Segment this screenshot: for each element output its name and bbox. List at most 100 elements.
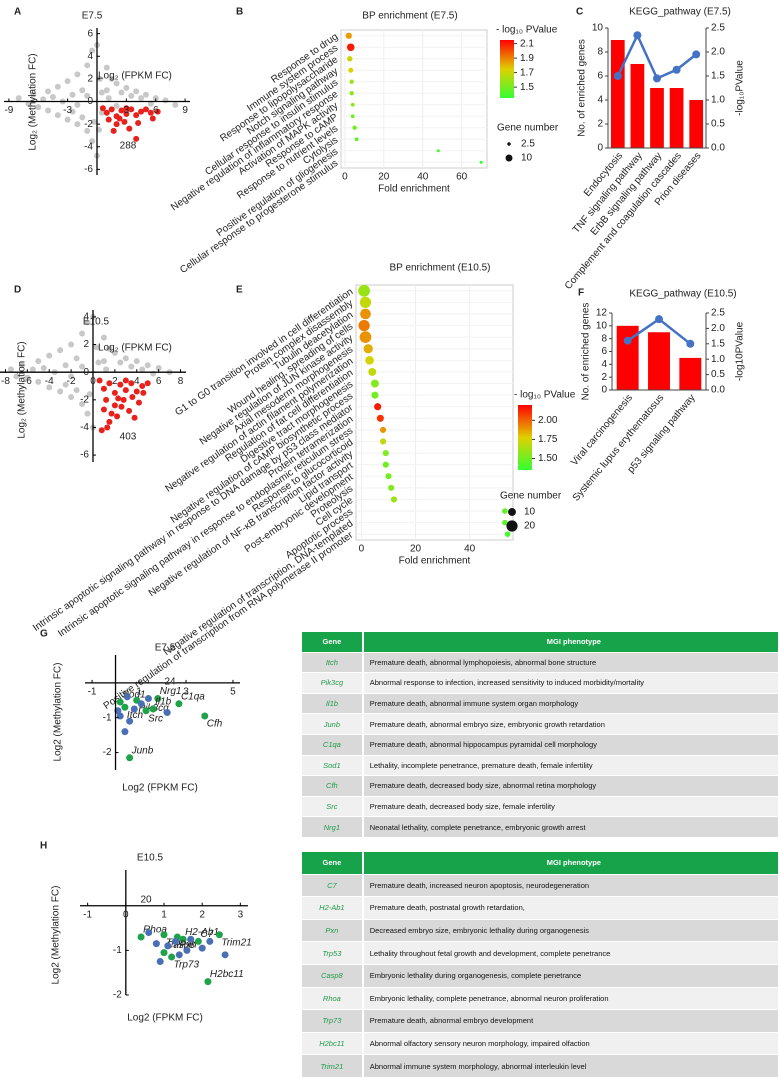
point (122, 377, 129, 384)
point (79, 400, 86, 407)
point (64, 78, 71, 85)
y-tick-label: -4 (80, 422, 89, 433)
point (45, 88, 52, 95)
table-row: Gene MGI phenotype (302, 632, 778, 653)
point (100, 406, 107, 413)
point (108, 410, 115, 417)
table-cell: Premature death, abnormal hippocampus py… (369, 740, 597, 750)
colorbar-title: - log₁₀ PValue (496, 25, 558, 36)
point (95, 359, 102, 366)
bar (616, 325, 639, 390)
point (64, 116, 71, 123)
point (133, 88, 140, 95)
table-cell: Embryonic lethality during organogenesis… (369, 971, 582, 981)
colorbar-tick-label: 1.50 (538, 453, 558, 464)
point (69, 108, 76, 115)
colorbar (518, 405, 532, 470)
bubble (388, 484, 395, 491)
point (29, 366, 36, 373)
point (116, 712, 124, 720)
point (111, 349, 118, 356)
point (118, 403, 125, 410)
point (100, 358, 107, 365)
bubble (390, 496, 397, 503)
table-row: Pik3cg Abnormal response to infection, in… (302, 673, 778, 694)
point (183, 946, 191, 954)
point (35, 358, 42, 365)
bubble (370, 379, 379, 388)
point (160, 931, 168, 939)
colorbar-tick-label: 2.00 (538, 415, 558, 426)
point (105, 95, 112, 102)
bar (679, 357, 702, 390)
x-tick-label: 0 (90, 376, 96, 387)
table-cell: Abnormal response to infection, increase… (369, 678, 645, 688)
point (137, 933, 145, 941)
point-label: H2bc11 (210, 969, 244, 980)
y2-tick-label: 0.0 (711, 385, 725, 396)
point (93, 344, 100, 351)
table-cell: Il1b (302, 693, 364, 714)
point (98, 427, 105, 434)
point (111, 389, 118, 396)
point (103, 109, 110, 116)
point-label: Il1b (155, 697, 172, 708)
y-tick-label: 6 (601, 346, 607, 357)
chart-title: BP enrichment (E7.5) (362, 11, 457, 22)
y-tick-label: 4 (601, 359, 607, 370)
y2-tick-label: 1.5 (711, 71, 725, 82)
y-tick-label: 4 (83, 312, 89, 323)
y-tick-label: 10 (596, 320, 608, 331)
point (113, 80, 120, 87)
table-cell: Lethality throughout fetal growth and de… (369, 948, 611, 958)
table-cell: Premature death, abnormal embryo size, e… (369, 719, 605, 729)
point (79, 114, 86, 121)
point (74, 101, 81, 108)
point (198, 944, 206, 952)
point (84, 319, 91, 326)
point (68, 341, 75, 348)
point (113, 103, 120, 110)
point (175, 951, 183, 959)
panel-label: D (14, 285, 21, 296)
bar (630, 64, 645, 148)
x-tick-label: 60 (456, 172, 468, 183)
point (123, 110, 130, 117)
point (104, 424, 111, 431)
point (115, 395, 122, 402)
x-axis-title: Fold enrichment (399, 556, 471, 567)
x-tick-label: 20 (410, 544, 422, 555)
panel-label: H (40, 841, 47, 852)
table-cell: Trp53 (302, 942, 364, 964)
point (89, 138, 96, 145)
table-row: Il1b Premature death, abnormal immune sys… (302, 693, 778, 715)
x-tick-label: 3 (124, 105, 130, 116)
point-label: Trp53 (166, 937, 192, 948)
table-row: Cfh Premature death, decreased body size,… (302, 776, 778, 797)
table-cell: Abnormal immune system morphology, abnor… (369, 1061, 587, 1071)
point (111, 402, 118, 409)
point (24, 374, 31, 381)
table-cell: Premature death, postnatal growth retard… (369, 903, 525, 913)
x-tick-label: 3 (183, 687, 189, 698)
table: Gene MGI phenotype Itch Premature death, ab… (302, 632, 778, 838)
x-tick-label: 0 (123, 909, 129, 920)
bubble (359, 331, 372, 344)
x-axis-title: Fold enrichment (378, 184, 450, 195)
point (84, 410, 91, 417)
point (120, 396, 127, 403)
colorbar-tick-label: 1.5 (520, 82, 534, 93)
point (135, 399, 142, 406)
point (123, 84, 130, 91)
size-legend-marker (507, 142, 511, 146)
table-cell: H2-Ab1 (302, 897, 364, 919)
table-row: Junb Premature death, abnormal embryo siz… (302, 714, 778, 735)
point-label: Src (148, 713, 163, 724)
chart-title: KEGG_pathway (E10.5) (629, 289, 736, 300)
x-tick-label: 9 (182, 105, 188, 116)
point-label: Rhoa (143, 925, 167, 936)
point (122, 355, 129, 362)
bubble (349, 79, 354, 84)
x-tick-label: 3 (238, 909, 244, 920)
x-tick-label: 5 (230, 687, 236, 698)
